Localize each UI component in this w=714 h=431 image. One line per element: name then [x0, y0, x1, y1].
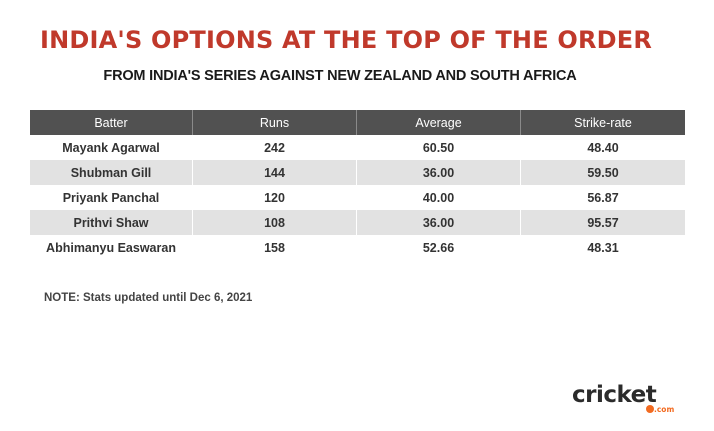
- header-strike-rate: Strike-rate: [521, 110, 685, 135]
- header-runs: Runs: [193, 110, 357, 135]
- cell-runs: 144: [193, 160, 357, 185]
- table-row: Shubman Gill 144 36.00 59.50: [30, 160, 685, 185]
- cell-batter: Shubman Gill: [30, 160, 193, 185]
- table-row: Mayank Agarwal 242 60.50 48.40: [30, 135, 685, 160]
- logo-suffix: .com: [654, 405, 675, 414]
- table-row: Prithvi Shaw 108 36.00 95.57: [30, 210, 685, 235]
- cell-runs: 108: [193, 210, 357, 235]
- cell-average: 52.66: [357, 235, 521, 260]
- stats-table: Batter Runs Average Strike-rate Mayank A…: [30, 110, 685, 260]
- page-title: INDIA'S OPTIONS AT THE TOP OF THE ORDER: [39, 26, 653, 54]
- header-average: Average: [357, 110, 521, 135]
- cell-strike-rate: 59.50: [521, 160, 685, 185]
- cell-runs: 120: [193, 185, 357, 210]
- cell-strike-rate: 48.40: [521, 135, 685, 160]
- cell-batter: Abhimanyu Easwaran: [30, 235, 193, 260]
- cell-batter: Prithvi Shaw: [30, 210, 193, 235]
- stats-note: NOTE: Stats updated until Dec 6, 2021: [44, 292, 253, 304]
- cell-average: 36.00: [357, 210, 521, 235]
- cell-batter: Priyank Panchal: [30, 185, 193, 210]
- table-header-row: Batter Runs Average Strike-rate: [30, 110, 685, 135]
- cell-runs: 158: [193, 235, 357, 260]
- cell-strike-rate: 56.87: [521, 185, 685, 210]
- page-subtitle: FROM INDIA'S SERIES AGAINST NEW ZEALAND …: [103, 68, 577, 84]
- cell-runs: 242: [193, 135, 357, 160]
- cricket-com-logo: cricket .com: [572, 382, 688, 418]
- header-batter: Batter: [30, 110, 193, 135]
- cell-strike-rate: 48.31: [521, 235, 685, 260]
- table-row: Abhimanyu Easwaran 158 52.66 48.31: [30, 235, 685, 260]
- logo-wordmark: cricket: [572, 382, 657, 408]
- cell-average: 40.00: [357, 185, 521, 210]
- cell-strike-rate: 95.57: [521, 210, 685, 235]
- cell-batter: Mayank Agarwal: [30, 135, 193, 160]
- logo-dot-icon: [646, 405, 654, 413]
- table-row: Priyank Panchal 120 40.00 56.87: [30, 185, 685, 210]
- cell-average: 36.00: [357, 160, 521, 185]
- cell-average: 60.50: [357, 135, 521, 160]
